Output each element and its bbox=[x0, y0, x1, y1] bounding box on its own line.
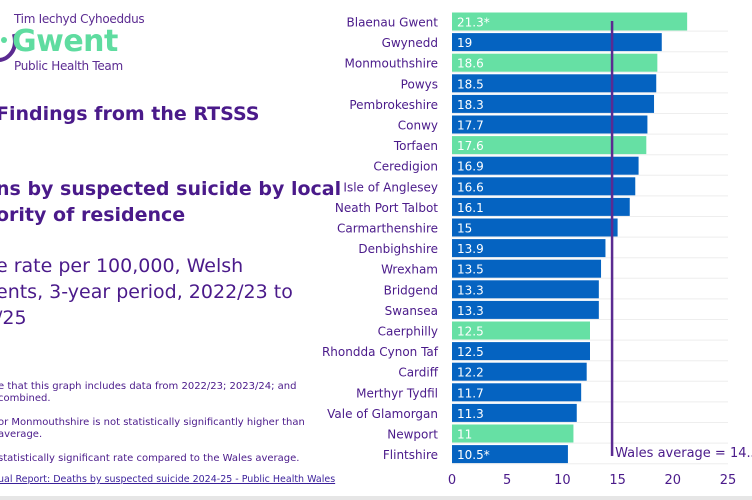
section-heading: Findings from the RTSSS bbox=[0, 103, 260, 125]
bar bbox=[452, 383, 582, 402]
logo-swirl-icon bbox=[0, 28, 22, 72]
bar-value-label: 18.6 bbox=[457, 57, 484, 71]
x-tick-label: 10 bbox=[554, 473, 571, 488]
bar-value-label: 10.5* bbox=[457, 448, 490, 462]
x-tick-label: 20 bbox=[665, 473, 682, 488]
category-label: Pembrokeshire bbox=[349, 98, 438, 112]
note-2-line-2: average. bbox=[0, 429, 43, 440]
x-tick-label: 25 bbox=[720, 473, 737, 488]
chart-subtitle-line-3: /25 bbox=[0, 307, 27, 329]
bar-value-label: 18.3 bbox=[457, 98, 484, 112]
source-link[interactable]: ual Report: Deaths by suspected suicide … bbox=[0, 474, 336, 485]
category-label: Flintshire bbox=[383, 448, 438, 462]
category-label: Monmouthshire bbox=[345, 57, 439, 71]
bar bbox=[452, 74, 657, 93]
note-2-line-1: or Monmouthshire is not statistically si… bbox=[0, 417, 305, 428]
x-tick-label: 15 bbox=[609, 473, 626, 488]
chart-title-line-1: ns by suspected suicide by local bbox=[0, 178, 342, 200]
bar-value-label: 18.5 bbox=[457, 77, 484, 91]
category-label: Caerphilly bbox=[378, 325, 438, 339]
bar-value-label: 12.5 bbox=[457, 345, 484, 359]
logo-sub-text: Public Health Team bbox=[14, 59, 123, 73]
bar bbox=[452, 300, 599, 319]
category-label: Swansea bbox=[385, 304, 438, 318]
category-label: Carmarthenshire bbox=[337, 222, 438, 236]
category-label: Gwynedd bbox=[382, 36, 438, 50]
category-label: Vale of Glamorgan bbox=[327, 407, 438, 421]
category-label: Powys bbox=[401, 77, 438, 91]
bar bbox=[452, 424, 574, 443]
chart-title-line-2: ority of residence bbox=[0, 204, 186, 226]
category-label: Wrexham bbox=[381, 263, 438, 277]
category-label: Merthyr Tydfil bbox=[356, 386, 438, 400]
bar-value-label: 16.1 bbox=[457, 201, 484, 215]
bar bbox=[452, 12, 688, 31]
wales-average-label: Wales average = 14.5 bbox=[615, 446, 752, 461]
note-3: statistically significant rate compared … bbox=[0, 453, 300, 464]
bar bbox=[452, 94, 655, 113]
category-label: Newport bbox=[387, 428, 438, 442]
bar-value-label: 12.5 bbox=[457, 325, 484, 339]
chart-subtitle-line-1: e rate per 100,000, Welsh bbox=[0, 255, 244, 277]
note-1-line-1: e that this graph includes data from 202… bbox=[0, 381, 297, 392]
bar-value-label: 13.3 bbox=[457, 304, 484, 318]
category-label: Conwy bbox=[398, 119, 438, 133]
note-1-line-2: combined. bbox=[0, 393, 51, 404]
bar-value-label: 11.7 bbox=[457, 386, 484, 400]
logo-top-text: Tim Iechyd Cyhoeddus bbox=[14, 12, 145, 26]
bar bbox=[452, 321, 590, 340]
bar-value-label: 21.3* bbox=[457, 16, 490, 30]
bar-value-label: 16.9 bbox=[457, 160, 484, 174]
bar bbox=[452, 177, 636, 196]
category-label: Denbighshire bbox=[358, 242, 438, 256]
bar bbox=[452, 115, 648, 134]
category-label: Cardiff bbox=[398, 366, 438, 380]
bar-value-label: 16.6 bbox=[457, 180, 484, 194]
category-label: Ceredigion bbox=[373, 160, 438, 174]
bar bbox=[452, 445, 568, 464]
bar bbox=[452, 342, 590, 361]
bar-value-label: 15 bbox=[457, 222, 472, 236]
bar-value-label: 17.6 bbox=[457, 139, 484, 153]
bar bbox=[452, 53, 658, 72]
category-label: Neath Port Talbot bbox=[335, 201, 438, 215]
bar bbox=[452, 362, 587, 381]
category-label: Blaenau Gwent bbox=[347, 16, 439, 30]
category-label: Rhondda Cynon Taf bbox=[322, 345, 439, 359]
bar bbox=[452, 259, 602, 278]
bar-value-label: 13.9 bbox=[457, 242, 484, 256]
category-label: Isle of Anglesey bbox=[343, 180, 438, 194]
bar-value-label: 11 bbox=[457, 428, 472, 442]
category-label: Torfaen bbox=[393, 139, 438, 153]
bar-value-label: 11.3 bbox=[457, 407, 484, 421]
x-tick-label: 5 bbox=[503, 473, 511, 488]
bar bbox=[452, 197, 630, 216]
bar bbox=[452, 239, 606, 258]
bar-value-label: 17.7 bbox=[457, 119, 484, 133]
bar-value-label: 13.3 bbox=[457, 283, 484, 297]
bar-value-label: 19 bbox=[457, 36, 472, 50]
bar-value-label: 12.2 bbox=[457, 366, 484, 380]
bar bbox=[452, 218, 618, 237]
logo-main-text: Gwent bbox=[12, 24, 118, 59]
bar bbox=[452, 403, 577, 422]
bar bbox=[452, 136, 647, 155]
bottom-strip bbox=[0, 496, 752, 500]
bar bbox=[452, 33, 662, 52]
chart-subtitle-line-2: ents, 3-year period, 2022/23 to bbox=[0, 281, 293, 303]
bar-value-label: 13.5 bbox=[457, 263, 484, 277]
bar bbox=[452, 156, 639, 175]
category-label: Bridgend bbox=[384, 283, 438, 297]
x-tick-label: 0 bbox=[448, 473, 456, 488]
bar bbox=[452, 280, 599, 299]
